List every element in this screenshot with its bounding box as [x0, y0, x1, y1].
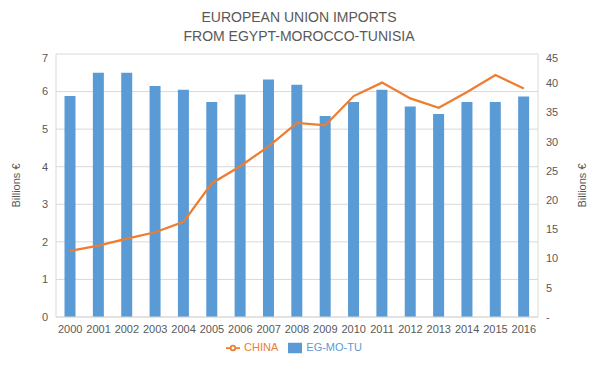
svg-text:2003: 2003 [143, 323, 167, 335]
svg-text:5: 5 [546, 282, 552, 294]
svg-text:15: 15 [546, 223, 558, 235]
svg-text:6: 6 [42, 85, 48, 97]
svg-text:5: 5 [42, 123, 48, 135]
svg-text:35: 35 [546, 106, 558, 118]
svg-text:2010: 2010 [341, 323, 365, 335]
svg-text:7: 7 [42, 52, 48, 64]
svg-text:2016: 2016 [512, 323, 536, 335]
svg-text:2000: 2000 [58, 323, 82, 335]
svg-text:2006: 2006 [228, 323, 252, 335]
svg-text:10: 10 [546, 252, 558, 264]
svg-text:4: 4 [42, 161, 48, 173]
svg-text:-: - [546, 311, 550, 323]
html-text:EG-MO-TU: EG-MO-TU [306, 341, 362, 353]
svg-text:2012: 2012 [398, 323, 422, 335]
svg-text:2002: 2002 [115, 323, 139, 335]
svg-text:2015: 2015 [483, 323, 507, 335]
svg-text:Billions €: Billions € [10, 163, 22, 207]
svg-text:2011: 2011 [370, 323, 394, 335]
svg-text:2005: 2005 [200, 323, 224, 335]
svg-text:45: 45 [546, 52, 558, 64]
svg-text:2: 2 [42, 236, 48, 248]
svg-text:2001: 2001 [86, 323, 110, 335]
svg-text:1: 1 [42, 273, 48, 285]
svg-text:40: 40 [546, 77, 558, 89]
svg-text:Billions €: Billions € [576, 163, 588, 207]
svg-text:2004: 2004 [171, 323, 195, 335]
svg-text:2009: 2009 [313, 323, 337, 335]
html-text:CHINA: CHINA [244, 341, 279, 353]
svg-text:20: 20 [546, 194, 558, 206]
svg-text:0: 0 [42, 311, 48, 323]
svg-text:25: 25 [546, 165, 558, 177]
svg-text:2007: 2007 [256, 323, 280, 335]
svg-text:2014: 2014 [455, 323, 479, 335]
html-text:FROM EGYPT-MOROCCO-TUNISIA: FROM EGYPT-MOROCCO-TUNISIA [183, 28, 415, 44]
html-text:EUROPEAN UNION IMPORTS: EUROPEAN UNION IMPORTS [201, 9, 397, 25]
svg-text:2008: 2008 [285, 323, 309, 335]
svg-text:2013: 2013 [427, 323, 451, 335]
svg-text:30: 30 [546, 136, 558, 148]
svg-text:3: 3 [42, 198, 48, 210]
